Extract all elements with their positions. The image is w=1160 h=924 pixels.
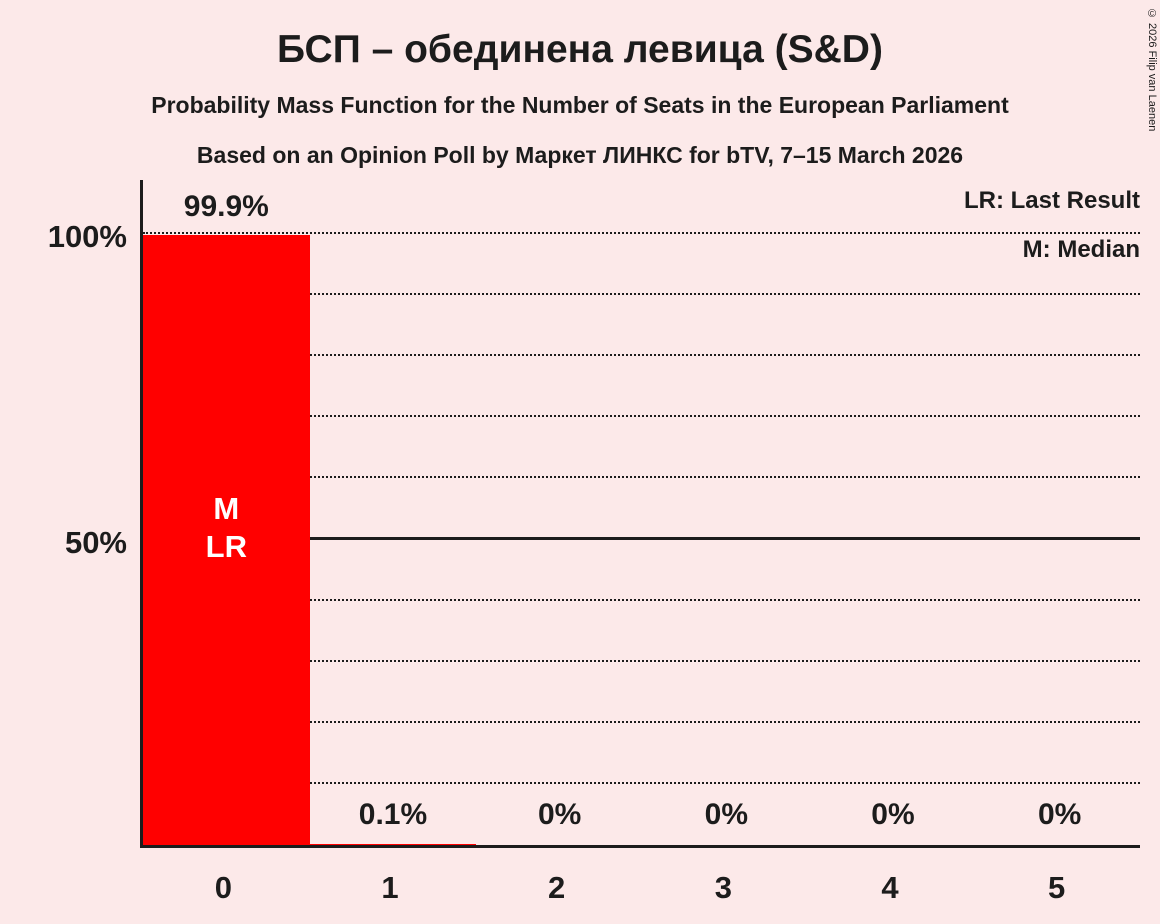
y-tick-label-100: 100% [47, 219, 127, 254]
bar-value-label-3: 0% [704, 798, 748, 831]
bar-value-label-0: 99.9% [183, 189, 269, 223]
legend-item-last-result: LR: Last Result [963, 187, 1140, 214]
gridline-40pct [143, 598, 1140, 601]
gridline-20pct [143, 720, 1140, 723]
gridline-90pct [143, 293, 1140, 296]
gridline-80pct [143, 354, 1140, 357]
x-tick-label-3: 3 [714, 870, 732, 905]
bar-seats-1 [309, 844, 477, 845]
gridline-50pct [143, 536, 1140, 540]
annotation-line: M [213, 491, 240, 526]
x-tick-label-1: 1 [381, 870, 399, 905]
bar-value-label-4: 0% [871, 798, 915, 831]
gridline-30pct [143, 659, 1140, 662]
x-tick-label-2: 2 [548, 870, 566, 905]
bar-seats-0 [143, 234, 310, 845]
bar-value-label-1: 0.1% [358, 798, 428, 831]
bar-value-label-5: 0% [1037, 798, 1082, 831]
bar-annotation-median-lastresult: M LR [143, 490, 310, 566]
x-tick-label-4: 4 [881, 870, 899, 905]
legend-item-median: M: Median [1022, 236, 1140, 263]
gridline-10pct [143, 781, 1140, 784]
annotation-line: LR [205, 529, 247, 564]
chart-legend: LR: Last Result M: Median [964, 176, 1140, 274]
bar-value-label-2: 0% [537, 798, 582, 831]
copyright-text: © 2026 Filip van Laenen [1146, 8, 1158, 132]
x-tick-label-0: 0 [214, 870, 232, 905]
gridline-100pct [143, 232, 1140, 234]
chart-poll-info: Based on an Opinion Poll by Маркет ЛИНКС… [196, 142, 964, 168]
gridline-60pct [143, 476, 1140, 479]
chart-subtitle: Probability Mass Function for the Number… [151, 92, 1009, 118]
y-tick-label-50: 50% [64, 524, 127, 560]
x-tick-label-5: 5 [1048, 870, 1066, 905]
chart-title: БСП – обединена левица (S&D) [277, 28, 883, 71]
plot-area: 99.9% 0.1% 0% 0% 0% 0% M LR [140, 180, 1140, 848]
gridline-70pct [143, 415, 1140, 418]
